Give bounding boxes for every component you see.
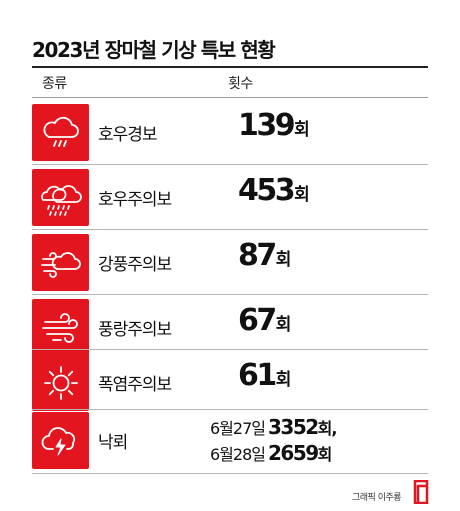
- count-value: 453: [238, 173, 296, 208]
- row-divider: [32, 409, 428, 410]
- row-count: 6월27일 3352회, 6월28일 2659회: [210, 414, 338, 466]
- page-title: 2023년 장마철 기상 특보 현황: [32, 38, 276, 62]
- table-row: 호우주의보 453회: [32, 165, 428, 227]
- row-count: 139회: [238, 108, 310, 143]
- lightning-cloud-icon: [32, 412, 89, 469]
- heavy-rain-clouds-icon: [32, 169, 89, 226]
- count-value: 3352: [267, 415, 319, 439]
- table-row: 낙뢰 6월27일 3352회, 6월28일 2659회: [32, 408, 428, 470]
- title-divider: [32, 66, 428, 68]
- lightning-line-1: 6월27일 3352회,: [210, 414, 338, 440]
- count-unit: 회: [294, 185, 310, 205]
- row-label: 호우주의보: [98, 190, 172, 210]
- count-unit: 회: [275, 315, 292, 335]
- row-label: 풍랑주의보: [98, 320, 172, 340]
- column-header-count: 횟수: [228, 76, 253, 92]
- lightning-date: 6월27일: [210, 419, 266, 438]
- lightning-date: 6월28일: [210, 445, 266, 464]
- count-unit: 회: [275, 250, 292, 270]
- count-value: 87: [238, 238, 277, 273]
- count-value: 139: [238, 108, 296, 143]
- count-unit: 회,: [317, 419, 338, 438]
- sun-icon: [32, 354, 89, 411]
- graphic-credit: 그래픽 이주룡: [352, 493, 402, 503]
- rain-cloud-icon: [32, 104, 89, 161]
- wind-cloud-icon: [32, 234, 89, 291]
- wind-waves-icon: [32, 299, 89, 356]
- column-header-type: 종류: [42, 76, 67, 92]
- count-unit: 회: [275, 370, 292, 390]
- row-label: 낙뢰: [98, 433, 128, 453]
- row-divider: [32, 229, 428, 230]
- row-label: 호우경보: [98, 125, 158, 145]
- table-row: 폭염주의보 61회: [32, 350, 428, 412]
- row-count: 87회: [238, 238, 292, 273]
- count-unit: 회: [294, 120, 310, 140]
- table-row: 풍랑주의보 67회: [32, 295, 428, 357]
- row-count: 61회: [238, 358, 292, 393]
- row-label: 폭염주의보: [98, 375, 172, 395]
- row-count: 67회: [238, 303, 292, 338]
- row-divider: [32, 164, 428, 165]
- header-divider: [32, 97, 428, 98]
- count-value: 67: [238, 303, 277, 338]
- lightning-line-2: 6월28일 2659회: [210, 440, 336, 466]
- row-label: 강풍주의보: [98, 255, 172, 275]
- row-divider: [32, 294, 428, 295]
- row-divider: [32, 473, 428, 474]
- publisher-logo-icon: [413, 479, 429, 505]
- table-row: 강풍주의보 87회: [32, 230, 428, 292]
- count-unit: 회: [317, 445, 333, 464]
- row-divider: [32, 349, 428, 350]
- table-row: 호우경보 139회: [32, 100, 428, 162]
- row-count: 453회: [238, 173, 310, 208]
- count-value: 2659: [267, 441, 319, 465]
- count-value: 61: [238, 358, 277, 393]
